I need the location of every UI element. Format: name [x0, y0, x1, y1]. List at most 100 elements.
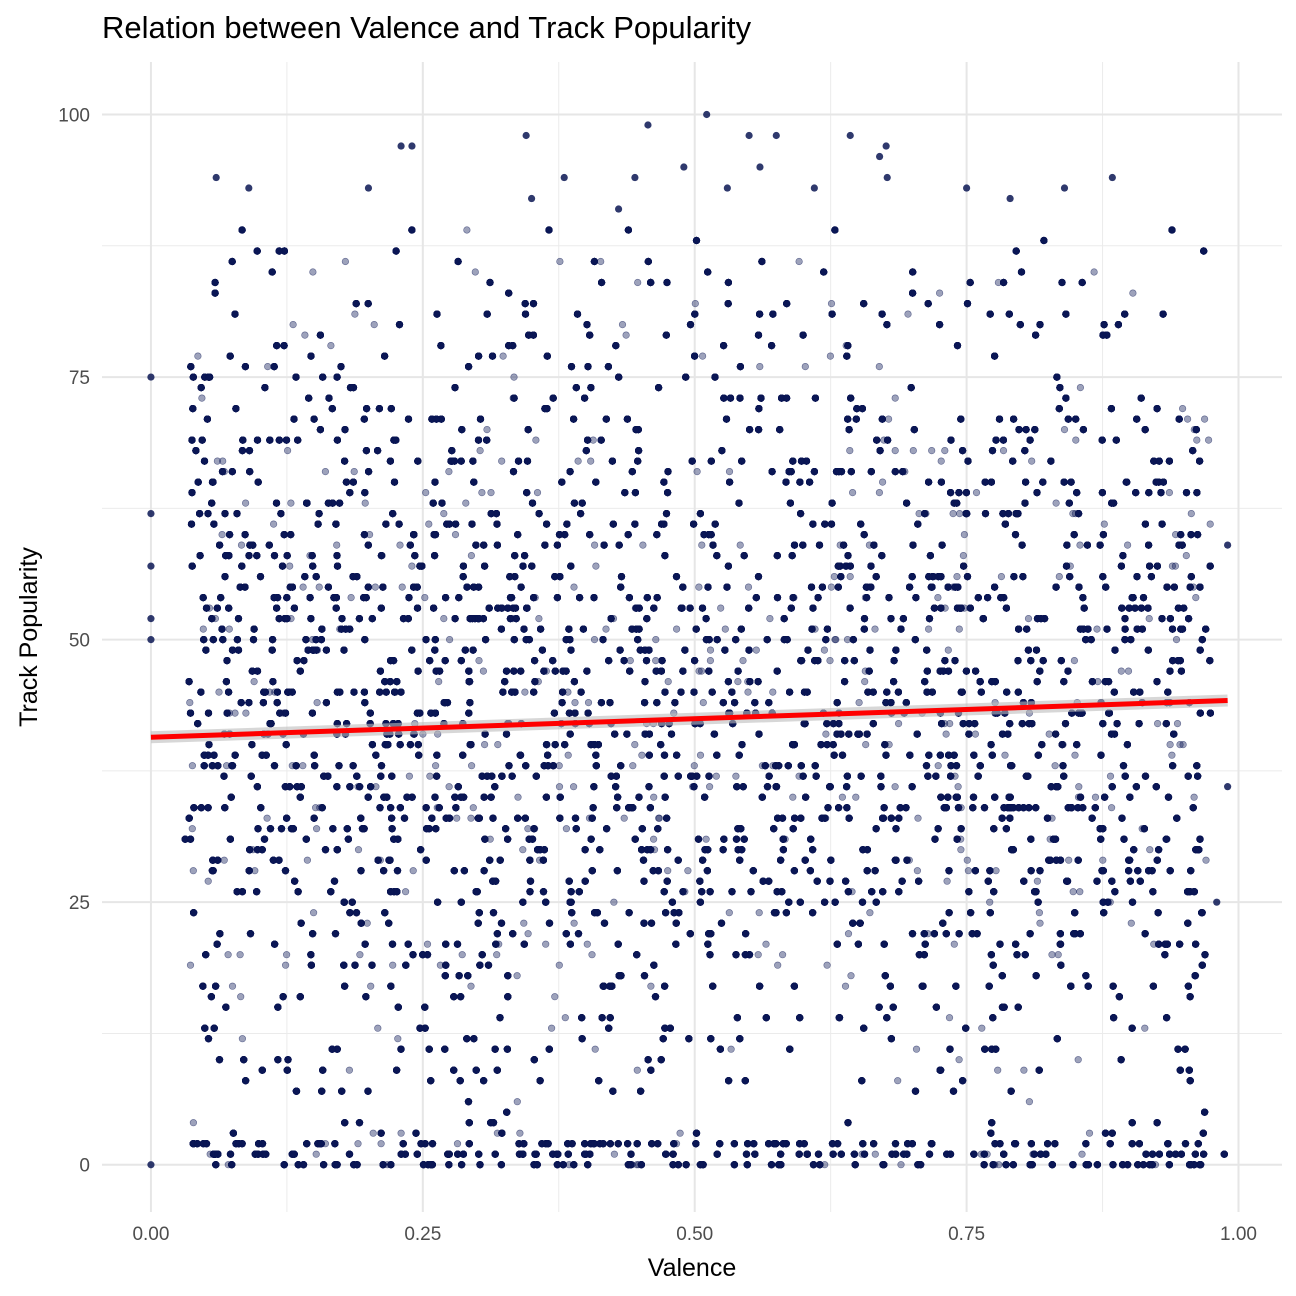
scatter-point [398, 583, 406, 591]
scatter-point [664, 677, 672, 686]
scatter-point [631, 740, 639, 749]
scatter-point [871, 625, 879, 633]
scatter-point [1048, 951, 1056, 959]
scatter-point [847, 972, 855, 980]
scatter-point [186, 961, 195, 969]
scatter-point [356, 951, 364, 959]
scatter-point [935, 289, 944, 297]
scatter-point [371, 583, 379, 591]
scatter-point [561, 1014, 569, 1022]
scatter-point [422, 489, 430, 497]
scatter-point [994, 278, 1003, 287]
scatter-point [585, 814, 594, 822]
scatter-point [734, 677, 742, 686]
scatter-point [1190, 793, 1198, 801]
scatter-point [1075, 783, 1083, 791]
scatter-point [242, 499, 250, 507]
scatter-point [842, 342, 850, 350]
scatter-point [964, 867, 973, 875]
scatter-point [1171, 562, 1179, 570]
scatter-point [717, 604, 725, 612]
scatter-point [405, 772, 414, 780]
scatter-point [795, 257, 803, 266]
scatter-point [934, 593, 942, 602]
scatter-point [1166, 740, 1174, 749]
scatter-point [494, 740, 502, 749]
scatter-point [610, 898, 618, 906]
scatter-point [698, 352, 707, 360]
scatter-point [367, 982, 375, 990]
scatter-point [569, 783, 578, 791]
scatter-point [1069, 888, 1077, 896]
scatter-point [852, 793, 860, 801]
scatter-point [524, 930, 532, 938]
scatter-point [752, 646, 760, 654]
scatter-point [955, 509, 964, 518]
scatter-point [827, 300, 836, 308]
scatter-point [1076, 541, 1084, 549]
scatter-point [992, 867, 1000, 875]
scatter-point [432, 762, 440, 770]
scatter-point [351, 310, 359, 318]
scatter-point [1153, 719, 1162, 728]
scatter-point [1107, 804, 1116, 812]
scatter-point [493, 951, 501, 959]
scatter-point [1078, 1150, 1086, 1158]
scatter-point [478, 489, 486, 497]
scatter-point [588, 951, 596, 959]
scatter-point [801, 363, 809, 371]
scatter-point [266, 688, 274, 696]
scatter-point [1145, 614, 1153, 623]
scatter-point [574, 457, 582, 465]
scatter-point [289, 321, 297, 329]
scatter-point [937, 457, 945, 465]
scatter-point [570, 919, 578, 927]
scatter-point [1168, 751, 1176, 759]
scatter-point [957, 804, 965, 812]
scatter-point [251, 867, 259, 875]
scatter-point [778, 951, 787, 959]
scatter-point [571, 698, 579, 707]
scatter-point [844, 930, 853, 938]
scatter-point [194, 352, 202, 360]
scatter-point [551, 993, 559, 1001]
scatter-point [389, 961, 397, 969]
scatter-point [649, 835, 658, 843]
scatter-point [1033, 877, 1041, 885]
scatter-point [1076, 888, 1084, 896]
scatter-point [236, 951, 244, 959]
scatter-point [705, 783, 714, 791]
scatter-point [972, 489, 981, 497]
scatter-point [1076, 384, 1084, 392]
scatter-point [1106, 898, 1114, 906]
scatter-point [402, 888, 410, 896]
scatter-point [891, 394, 899, 402]
scatter-point [843, 635, 852, 644]
scatter-point [263, 814, 271, 822]
scatter-point [279, 709, 288, 717]
scatter-point [602, 625, 610, 633]
scatter-point [284, 447, 292, 455]
scatter-point [878, 478, 887, 486]
scatter-point [218, 530, 226, 539]
scatter-point [361, 499, 369, 507]
scatter-point [1074, 793, 1083, 801]
scatter-point [1193, 436, 1201, 444]
scatter-point [904, 310, 912, 318]
scatter-point [584, 698, 593, 707]
scatter-point [498, 457, 506, 465]
scatter-point [1052, 499, 1060, 507]
scatter-point [695, 583, 703, 591]
scatter-point [242, 709, 250, 717]
scatter-point [555, 961, 563, 969]
scatter-point [408, 562, 416, 570]
scatter-point [1071, 751, 1079, 759]
scatter-point [238, 1035, 246, 1043]
scatter-point [1129, 289, 1137, 297]
scatter-point [901, 468, 909, 476]
scatter-point [1001, 751, 1009, 759]
scatter-point [913, 867, 922, 875]
scatter-point [1127, 919, 1135, 927]
scatter-point [727, 1045, 735, 1053]
scatter-point [983, 1150, 991, 1158]
